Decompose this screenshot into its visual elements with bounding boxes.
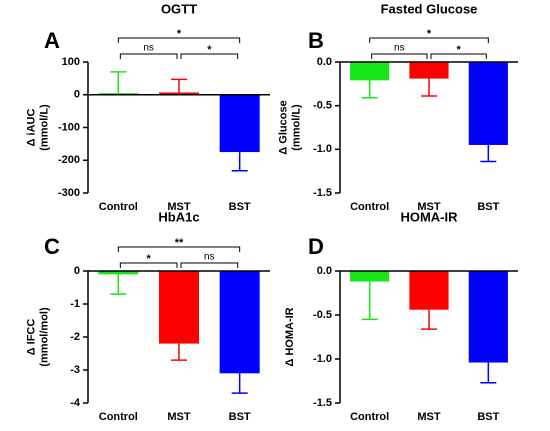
y-tick-label: -0.5: [313, 309, 332, 321]
significance-bracket: [119, 262, 178, 268]
error-bar: [171, 343, 187, 361]
error-bar: [361, 281, 378, 321]
y-tick-label: -3: [70, 364, 80, 376]
x-tick-label: MST: [417, 411, 441, 423]
significance-bracket: [180, 262, 239, 268]
y-axis-label: (mmol/L): [290, 104, 302, 151]
y-tick-label: 100: [62, 56, 80, 68]
chart-title: Fasted Glucose: [381, 1, 478, 16]
y-tick-label: 0.0: [317, 56, 332, 68]
x-tick-label: BST: [229, 411, 251, 423]
x-tick-label: MST: [167, 411, 191, 423]
significance-label: *: [177, 28, 182, 40]
significance-bracket: [371, 53, 428, 59]
y-tick-label: 0.0: [317, 265, 332, 277]
bar: [219, 271, 260, 374]
y-axis-label: Δ IFCC: [25, 319, 37, 356]
chart-title: HOMA-IR: [400, 209, 458, 224]
y-tick-label: -1.5: [313, 187, 332, 199]
x-tick-label: BST: [477, 411, 499, 423]
significance-label: *: [427, 28, 432, 40]
bar: [350, 271, 390, 282]
significance-bracket: [369, 37, 489, 43]
bar: [409, 271, 449, 310]
bar: [219, 94, 260, 153]
y-tick-label: -0.5: [313, 100, 332, 112]
significance-bracket: [119, 53, 178, 59]
panel-label: A: [44, 28, 60, 53]
bar: [350, 62, 390, 81]
error-bar: [231, 373, 248, 394]
x-tick-label: BST: [229, 201, 251, 213]
x-tick-label: Control: [99, 411, 138, 423]
significance-label: *: [207, 44, 212, 56]
significance-label: ns: [204, 252, 215, 263]
significance-bracket: [180, 53, 239, 59]
panel-label: C: [44, 234, 60, 259]
x-tick-label: Control: [99, 201, 138, 213]
y-tick-label: -1: [70, 298, 80, 310]
y-axis-label: Δ HOMA-IR: [284, 307, 296, 366]
error-bar: [480, 144, 497, 163]
error-bar: [361, 80, 378, 99]
y-tick-label: 0: [74, 89, 80, 101]
y-tick-label: -1.0: [313, 143, 332, 155]
error-bar: [110, 274, 127, 295]
y-tick-label: -200: [58, 154, 80, 166]
y-axis-label: Δ Glucose: [277, 100, 289, 154]
error-bar: [110, 71, 127, 94]
x-tick-label: MST: [417, 201, 441, 213]
y-axis-label: (mmol/L): [38, 104, 50, 151]
y-tick-label: -1.0: [313, 353, 332, 365]
bar: [409, 62, 449, 79]
error-bar: [231, 152, 248, 172]
error-bar: [421, 78, 437, 97]
y-axis-label: Δ iAUC: [25, 109, 37, 147]
significance-label: ns: [143, 43, 154, 54]
significance-bracket: [117, 246, 241, 252]
bar: [158, 271, 200, 344]
significance-bracket: [430, 53, 487, 59]
bar: [98, 271, 139, 275]
bar: [468, 271, 508, 363]
panel-label: B: [308, 28, 324, 53]
y-tick-label: -300: [58, 187, 80, 199]
chart-title: OGTT: [161, 1, 197, 16]
y-tick-label: -1.5: [313, 397, 332, 409]
bar: [158, 92, 200, 95]
significance-label: *: [457, 44, 462, 56]
y-tick-label: -100: [58, 121, 80, 133]
significance-label: ns: [394, 43, 405, 54]
error-bar: [421, 309, 437, 330]
bar: [98, 93, 139, 95]
y-tick-label: -4: [70, 397, 81, 409]
error-bar: [171, 78, 187, 93]
significance-bracket: [117, 37, 241, 43]
x-tick-label: Control: [350, 411, 389, 423]
y-tick-label: 0: [74, 265, 80, 277]
y-axis-label: (mmol/mol): [38, 307, 50, 367]
panel-label: D: [308, 234, 324, 259]
significance-label: **: [175, 237, 184, 249]
significance-label: *: [147, 253, 152, 265]
y-tick-label: -2: [70, 331, 80, 343]
chart-title: HbA1c: [158, 209, 199, 224]
x-tick-label: BST: [477, 201, 499, 213]
error-bar: [480, 362, 497, 384]
bar: [468, 62, 508, 145]
x-tick-label: Control: [350, 201, 389, 213]
x-tick-label: MST: [167, 201, 191, 213]
